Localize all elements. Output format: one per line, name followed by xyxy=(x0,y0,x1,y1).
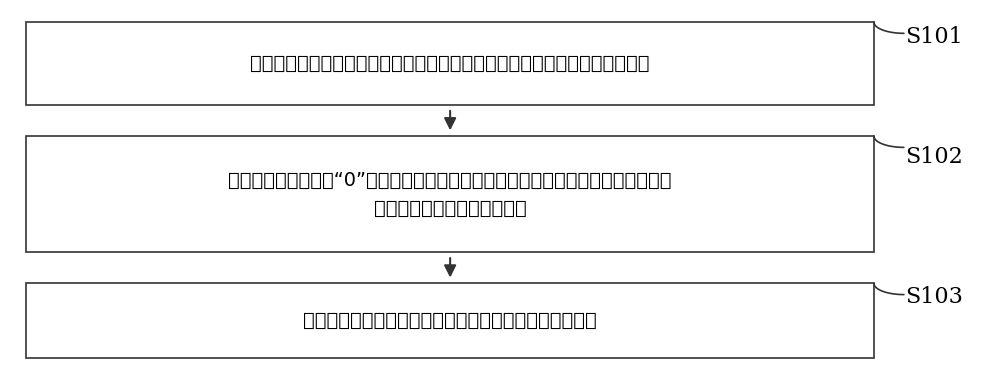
Text: S101: S101 xyxy=(905,26,963,48)
Bar xyxy=(26,22,874,105)
Text: 基于用户影响力衰减机制，实现突发性话题传播规模预测: 基于用户影响力衰减机制，实现突发性话题传播规模预测 xyxy=(303,311,597,330)
Text: S102: S102 xyxy=(905,146,963,168)
Bar xyxy=(26,136,874,252)
Text: 利用消息影响力基于牛顿冷却定律的时间衰减机制，计算网络中消息总影响力: 利用消息影响力基于牛顿冷却定律的时间衰减机制，计算网络中消息总影响力 xyxy=(250,54,650,73)
Text: S103: S103 xyxy=(905,286,963,308)
Bar xyxy=(26,284,874,358)
Text: 利用转发量作边构造“0”节点对用户转发关系网络进行补全，根据用户转发网络的用
户影响力排名分配影响力额度: 利用转发量作边构造“0”节点对用户转发关系网络进行补全，根据用户转发网络的用 户… xyxy=(228,171,672,218)
